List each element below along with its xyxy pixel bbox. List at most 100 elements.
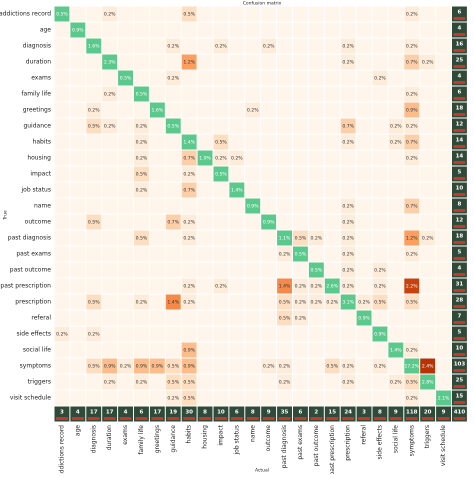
cell-label: 1.2% bbox=[183, 60, 195, 66]
cell bbox=[229, 22, 245, 38]
cell-label: 0.5% bbox=[215, 140, 227, 146]
total-strip bbox=[342, 417, 355, 420]
cell bbox=[197, 118, 213, 134]
cell bbox=[277, 166, 292, 182]
cell bbox=[245, 150, 261, 166]
cell-label: 0.2% bbox=[183, 220, 195, 226]
cell bbox=[86, 86, 102, 102]
cell bbox=[340, 22, 356, 38]
cell-label: 0.9% bbox=[183, 364, 195, 370]
cell bbox=[149, 150, 165, 166]
x-tick-label: past prescription bbox=[329, 425, 336, 474]
cell-label: 0.2% bbox=[295, 300, 307, 306]
cell bbox=[261, 326, 277, 342]
cell bbox=[293, 374, 308, 390]
cell bbox=[308, 38, 324, 54]
cell bbox=[308, 70, 324, 86]
cell bbox=[149, 374, 165, 390]
cell bbox=[340, 38, 356, 54]
cell-label: 1.2% bbox=[406, 236, 418, 242]
cell bbox=[404, 294, 420, 310]
cell bbox=[436, 166, 451, 182]
y-tick-label: name bbox=[34, 203, 51, 210]
cell bbox=[372, 294, 388, 310]
cell bbox=[102, 342, 118, 358]
cell bbox=[277, 374, 292, 390]
cell bbox=[213, 374, 229, 390]
cell bbox=[324, 38, 340, 54]
cell bbox=[245, 22, 261, 38]
cell bbox=[388, 310, 404, 326]
cell bbox=[420, 6, 436, 22]
cell bbox=[197, 262, 213, 278]
cell bbox=[293, 22, 308, 38]
cell bbox=[324, 150, 340, 166]
cell bbox=[356, 102, 372, 118]
cell bbox=[356, 278, 372, 294]
cell bbox=[404, 118, 420, 134]
cell-label: 0.5% bbox=[295, 252, 307, 258]
cell bbox=[165, 70, 181, 86]
cell bbox=[134, 118, 149, 134]
total-label: 17 bbox=[90, 410, 98, 416]
cell-label: 0.2% bbox=[231, 156, 243, 162]
cell-label: 0.2% bbox=[136, 380, 148, 386]
cell bbox=[356, 182, 372, 198]
total-label: 4 bbox=[458, 26, 462, 32]
cell-label: 0.2% bbox=[120, 364, 132, 370]
cell bbox=[261, 118, 277, 134]
cell bbox=[102, 390, 118, 406]
cell bbox=[118, 22, 133, 38]
cell-label: 0.2% bbox=[311, 236, 323, 242]
total-label: 10 bbox=[217, 410, 225, 416]
cell bbox=[436, 70, 451, 86]
cell bbox=[404, 358, 420, 374]
cell-label: 0.2% bbox=[406, 44, 418, 50]
total-strip bbox=[453, 321, 466, 324]
cell bbox=[324, 118, 340, 134]
cell-label: 0.2% bbox=[279, 380, 291, 386]
cell bbox=[181, 374, 197, 390]
cell bbox=[308, 294, 324, 310]
cell bbox=[70, 182, 86, 198]
y-tick-label: habits bbox=[33, 139, 51, 146]
cell bbox=[277, 310, 292, 326]
cell bbox=[229, 262, 245, 278]
cell bbox=[229, 214, 245, 230]
cell bbox=[197, 38, 213, 54]
cell bbox=[420, 70, 436, 86]
cell bbox=[420, 358, 436, 374]
cell bbox=[372, 246, 388, 262]
cell bbox=[245, 134, 261, 150]
cell-label: 2.1% bbox=[438, 396, 450, 402]
cell bbox=[70, 326, 86, 342]
x-tick-label: family life bbox=[138, 425, 145, 455]
cell bbox=[213, 198, 229, 214]
cell bbox=[324, 166, 340, 182]
cell-label: 0.2% bbox=[263, 44, 275, 50]
cell bbox=[118, 54, 133, 70]
cell bbox=[86, 38, 102, 54]
cell-label: 0.2% bbox=[183, 172, 195, 178]
cell bbox=[308, 214, 324, 230]
cell-label: 0.2% bbox=[104, 92, 116, 98]
cell bbox=[324, 86, 340, 102]
cell bbox=[86, 390, 102, 406]
x-tick-label: diagnosis bbox=[90, 425, 97, 453]
cell bbox=[324, 262, 340, 278]
cell bbox=[420, 118, 436, 134]
cell bbox=[229, 150, 245, 166]
cell bbox=[102, 150, 118, 166]
cell bbox=[324, 390, 340, 406]
cell bbox=[420, 214, 436, 230]
cell bbox=[213, 102, 229, 118]
cell-label: 0.5% bbox=[311, 268, 323, 274]
cell bbox=[261, 38, 277, 54]
total-strip bbox=[453, 17, 466, 20]
cell bbox=[213, 390, 229, 406]
cell-label: 0.5% bbox=[406, 380, 418, 386]
cell bbox=[436, 198, 451, 214]
cell bbox=[245, 390, 261, 406]
cell bbox=[181, 294, 197, 310]
cell bbox=[54, 70, 70, 86]
